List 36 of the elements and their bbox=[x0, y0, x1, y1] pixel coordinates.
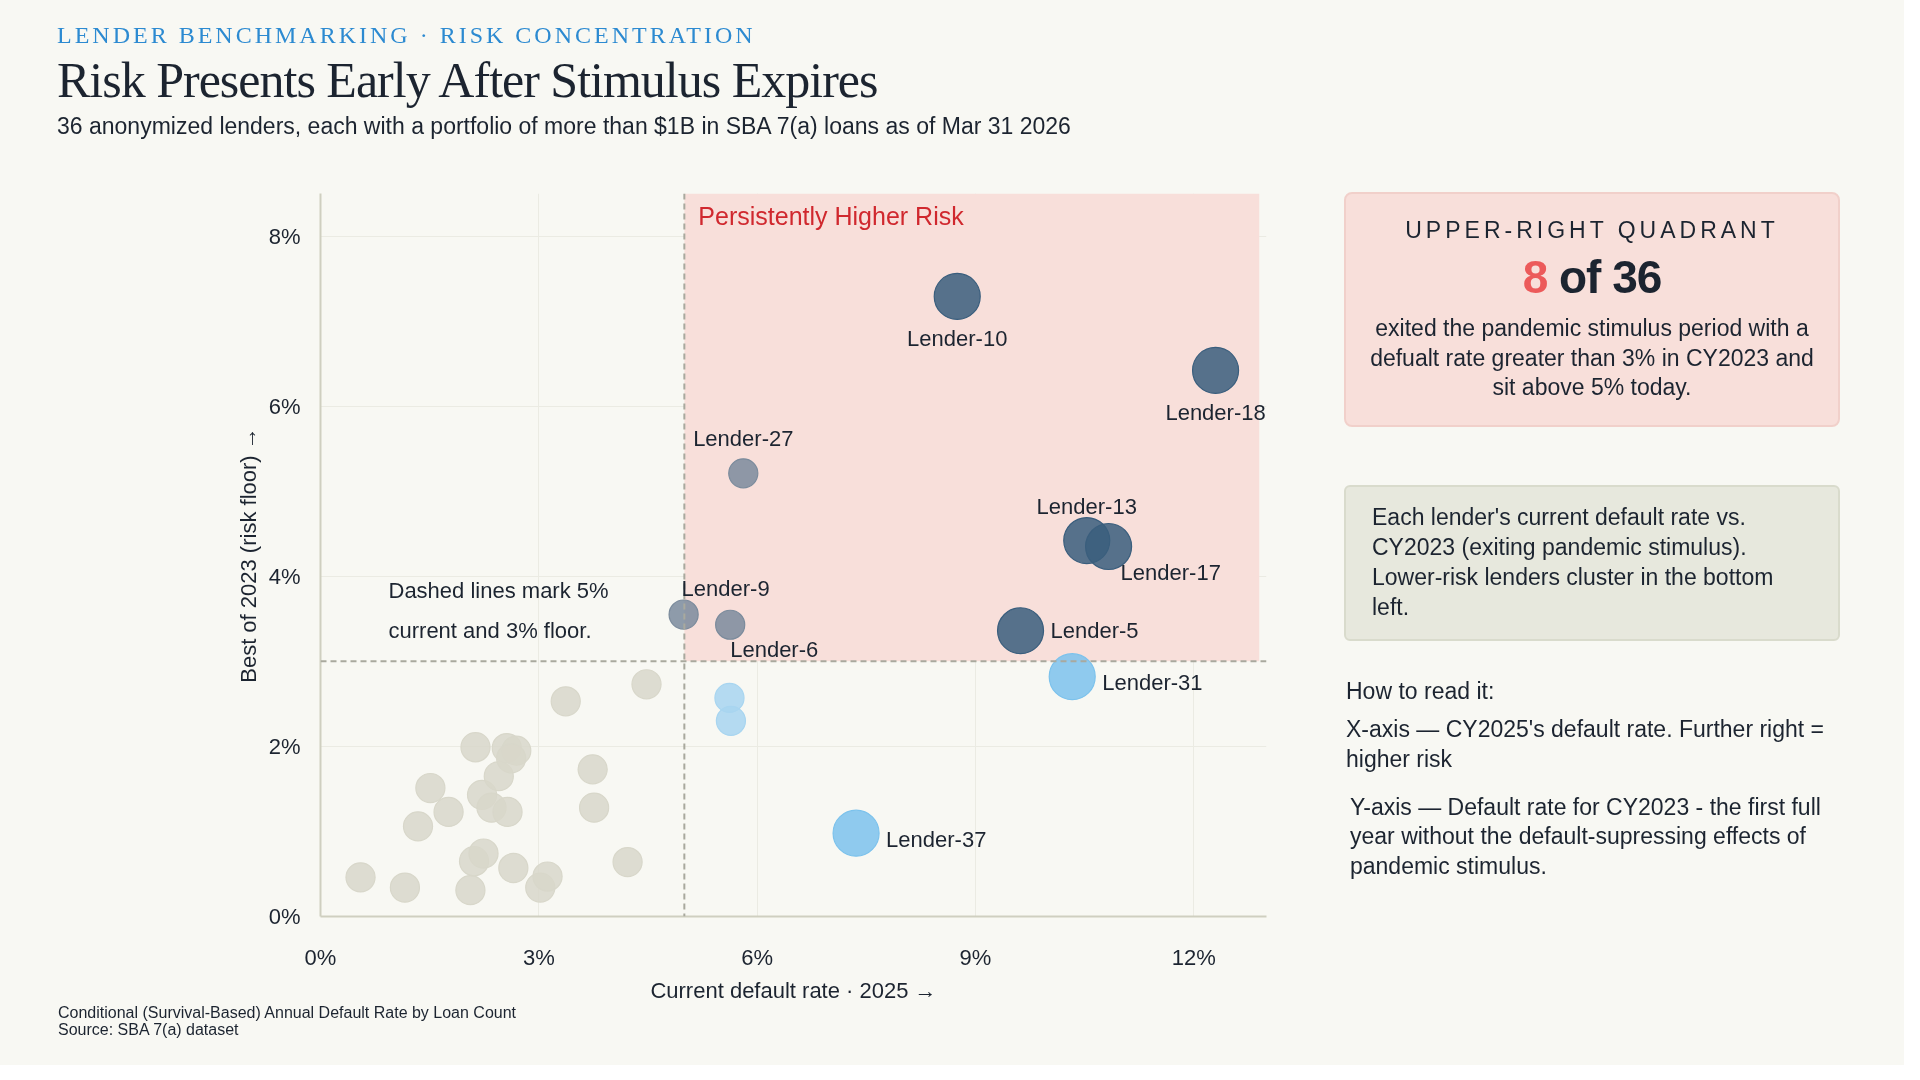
annotation: Lender-10 bbox=[907, 326, 1008, 352]
x-tick-label: 3% bbox=[522, 944, 555, 970]
annotation: Lender-9 bbox=[681, 575, 770, 601]
annotation: Lender-31 bbox=[1102, 670, 1203, 696]
text: X-axis — CY2025's default rate. Further right = higher risk bbox=[1345, 714, 1826, 774]
y-tick-label: 6% bbox=[268, 393, 301, 419]
y-tick-label: 0% bbox=[268, 904, 301, 929]
text: exited the pandemic stimulus period with a defualt rate greater than 3% in CY2023 and sit above 5% today. bbox=[1369, 313, 1815, 403]
y-axis-title: Best of 2023 (risk floor) → bbox=[235, 427, 261, 683]
text: LENDER BENCHMARKING · RISK CONCENTRATION bbox=[57, 21, 757, 50]
annotation: Lender-13 bbox=[1036, 493, 1137, 519]
text: How to read it: bbox=[1345, 676, 1496, 706]
band-label: Persistently Higher Risk bbox=[698, 201, 965, 230]
chart-subtitle: 36 anonymized lenders, each with a portfolio of more than $1B in SBA 7(a) loans as of Mar 31 2026 bbox=[57, 111, 1071, 141]
y-tick-label: 2% bbox=[268, 733, 301, 759]
text: UPPER-RIGHT QUADRANT bbox=[1404, 216, 1780, 245]
y-tick-label: 4% bbox=[268, 563, 301, 589]
x-tick-label: 6% bbox=[741, 944, 774, 970]
text: Conditional (Survival-Based) Annual Default Rate by Loan Count bbox=[58, 1004, 517, 1022]
x-tick-label: 9% bbox=[959, 944, 992, 970]
x-axis-title: Current default rate · 2025 → bbox=[650, 977, 937, 1003]
text: Y-axis — Default rate for CY2023 - the first full year without the default-supressing effects of pandemic stimulus. bbox=[1349, 792, 1822, 882]
text: 8 of 36 bbox=[1521, 249, 1663, 305]
chart-title: Risk Presents Early After Stimulus Expires bbox=[57, 52, 879, 110]
annotation: Lender-5 bbox=[1050, 618, 1139, 644]
source-note: Source: SBA 7(a) dataset bbox=[58, 1020, 239, 1039]
annotation: Lender-18 bbox=[1165, 400, 1266, 426]
y-tick-label: 8% bbox=[268, 223, 301, 249]
x-tick-label: 12% bbox=[1171, 944, 1216, 970]
annotation: Lender-27 bbox=[693, 426, 794, 452]
annotation: Dashed lines mark 5% current and 3% floor. bbox=[388, 578, 609, 644]
text: Each lender's current default rate vs. CY2023 (exiting pandemic stimulus). Lower-risk lenders cluster in the bottom left. bbox=[1344, 485, 1840, 641]
annotation: Lender-37 bbox=[886, 826, 987, 852]
annotation: Lender-17 bbox=[1120, 560, 1221, 586]
annotation: Lender-6 bbox=[730, 636, 819, 662]
x-tick-label: 0% bbox=[304, 944, 337, 970]
